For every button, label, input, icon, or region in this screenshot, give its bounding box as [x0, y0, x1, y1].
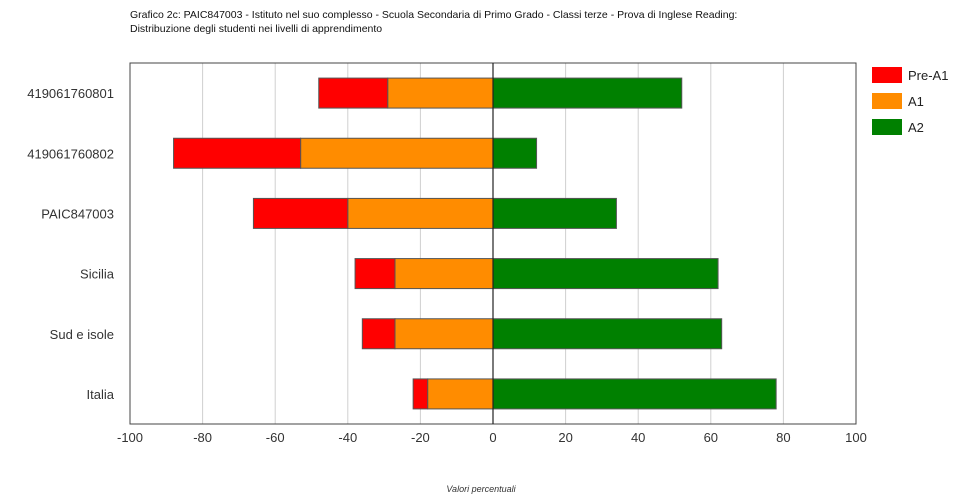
x-tick-label: 40 — [631, 430, 645, 445]
bar-pre-a1-3 — [354, 258, 396, 290]
bar-pre-a1-2 — [252, 197, 349, 229]
category-label: 419061760802 — [27, 146, 114, 161]
bar-a1-4 — [394, 318, 494, 350]
legend-item: Pre-A1 — [872, 62, 948, 88]
x-tick-label: 60 — [704, 430, 718, 445]
bar-a2-0 — [492, 77, 683, 109]
category-label: Sicilia — [80, 267, 115, 282]
legend-label: A2 — [908, 119, 924, 135]
chart-title-line-1: Grafico 2c: PAIC847003 - Istituto nel su… — [130, 9, 738, 21]
x-tick-label: 0 — [489, 430, 496, 445]
x-tick-label: -20 — [411, 430, 430, 445]
bar-a2-2 — [492, 197, 617, 229]
legend-item: A2 — [872, 114, 948, 140]
bar-a2-4 — [492, 318, 723, 350]
legend-swatch — [872, 67, 902, 83]
legend-swatch — [872, 93, 902, 109]
bar-pre-a1-4 — [361, 318, 396, 350]
bar-a1-1 — [300, 137, 494, 169]
chart-legend: Pre-A1 A1 A2 — [872, 62, 948, 140]
bar-a1-3 — [394, 258, 494, 290]
legend-label: Pre-A1 — [908, 67, 949, 83]
bar-a1-2 — [347, 197, 494, 229]
bar-pre-a1-0 — [318, 77, 389, 109]
category-label: 419061760801 — [27, 86, 114, 101]
legend-item: A1 — [872, 88, 948, 114]
bar-pre-a1-5 — [412, 378, 429, 410]
x-tick-label: -100 — [117, 430, 143, 445]
bar-a2-5 — [492, 378, 777, 410]
x-tick-label: -80 — [193, 430, 212, 445]
category-label: PAIC847003 — [41, 206, 114, 221]
x-tick-label: 80 — [776, 430, 790, 445]
bar-pre-a1-1 — [173, 137, 302, 169]
x-axis-label: Valori percentuali — [446, 484, 516, 494]
chart-title-line-2: Distribuzione degli studenti nei livelli… — [130, 23, 383, 35]
x-tick-label: 20 — [558, 430, 572, 445]
chart-title: Grafico 2c: PAIC847003 - Istituto nel su… — [130, 8, 737, 36]
bar-a1-5 — [427, 378, 494, 410]
x-tick-label: -60 — [266, 430, 285, 445]
legend-label: A1 — [908, 93, 924, 109]
x-tick-label: 100 — [845, 430, 867, 445]
category-label: Italia — [87, 387, 115, 402]
x-tick-label: -40 — [338, 430, 357, 445]
bar-a1-0 — [387, 77, 494, 109]
bar-a2-3 — [492, 258, 719, 290]
legend-swatch — [872, 119, 902, 135]
category-label: Sud e isole — [50, 327, 114, 342]
bar-a2-1 — [492, 137, 538, 169]
